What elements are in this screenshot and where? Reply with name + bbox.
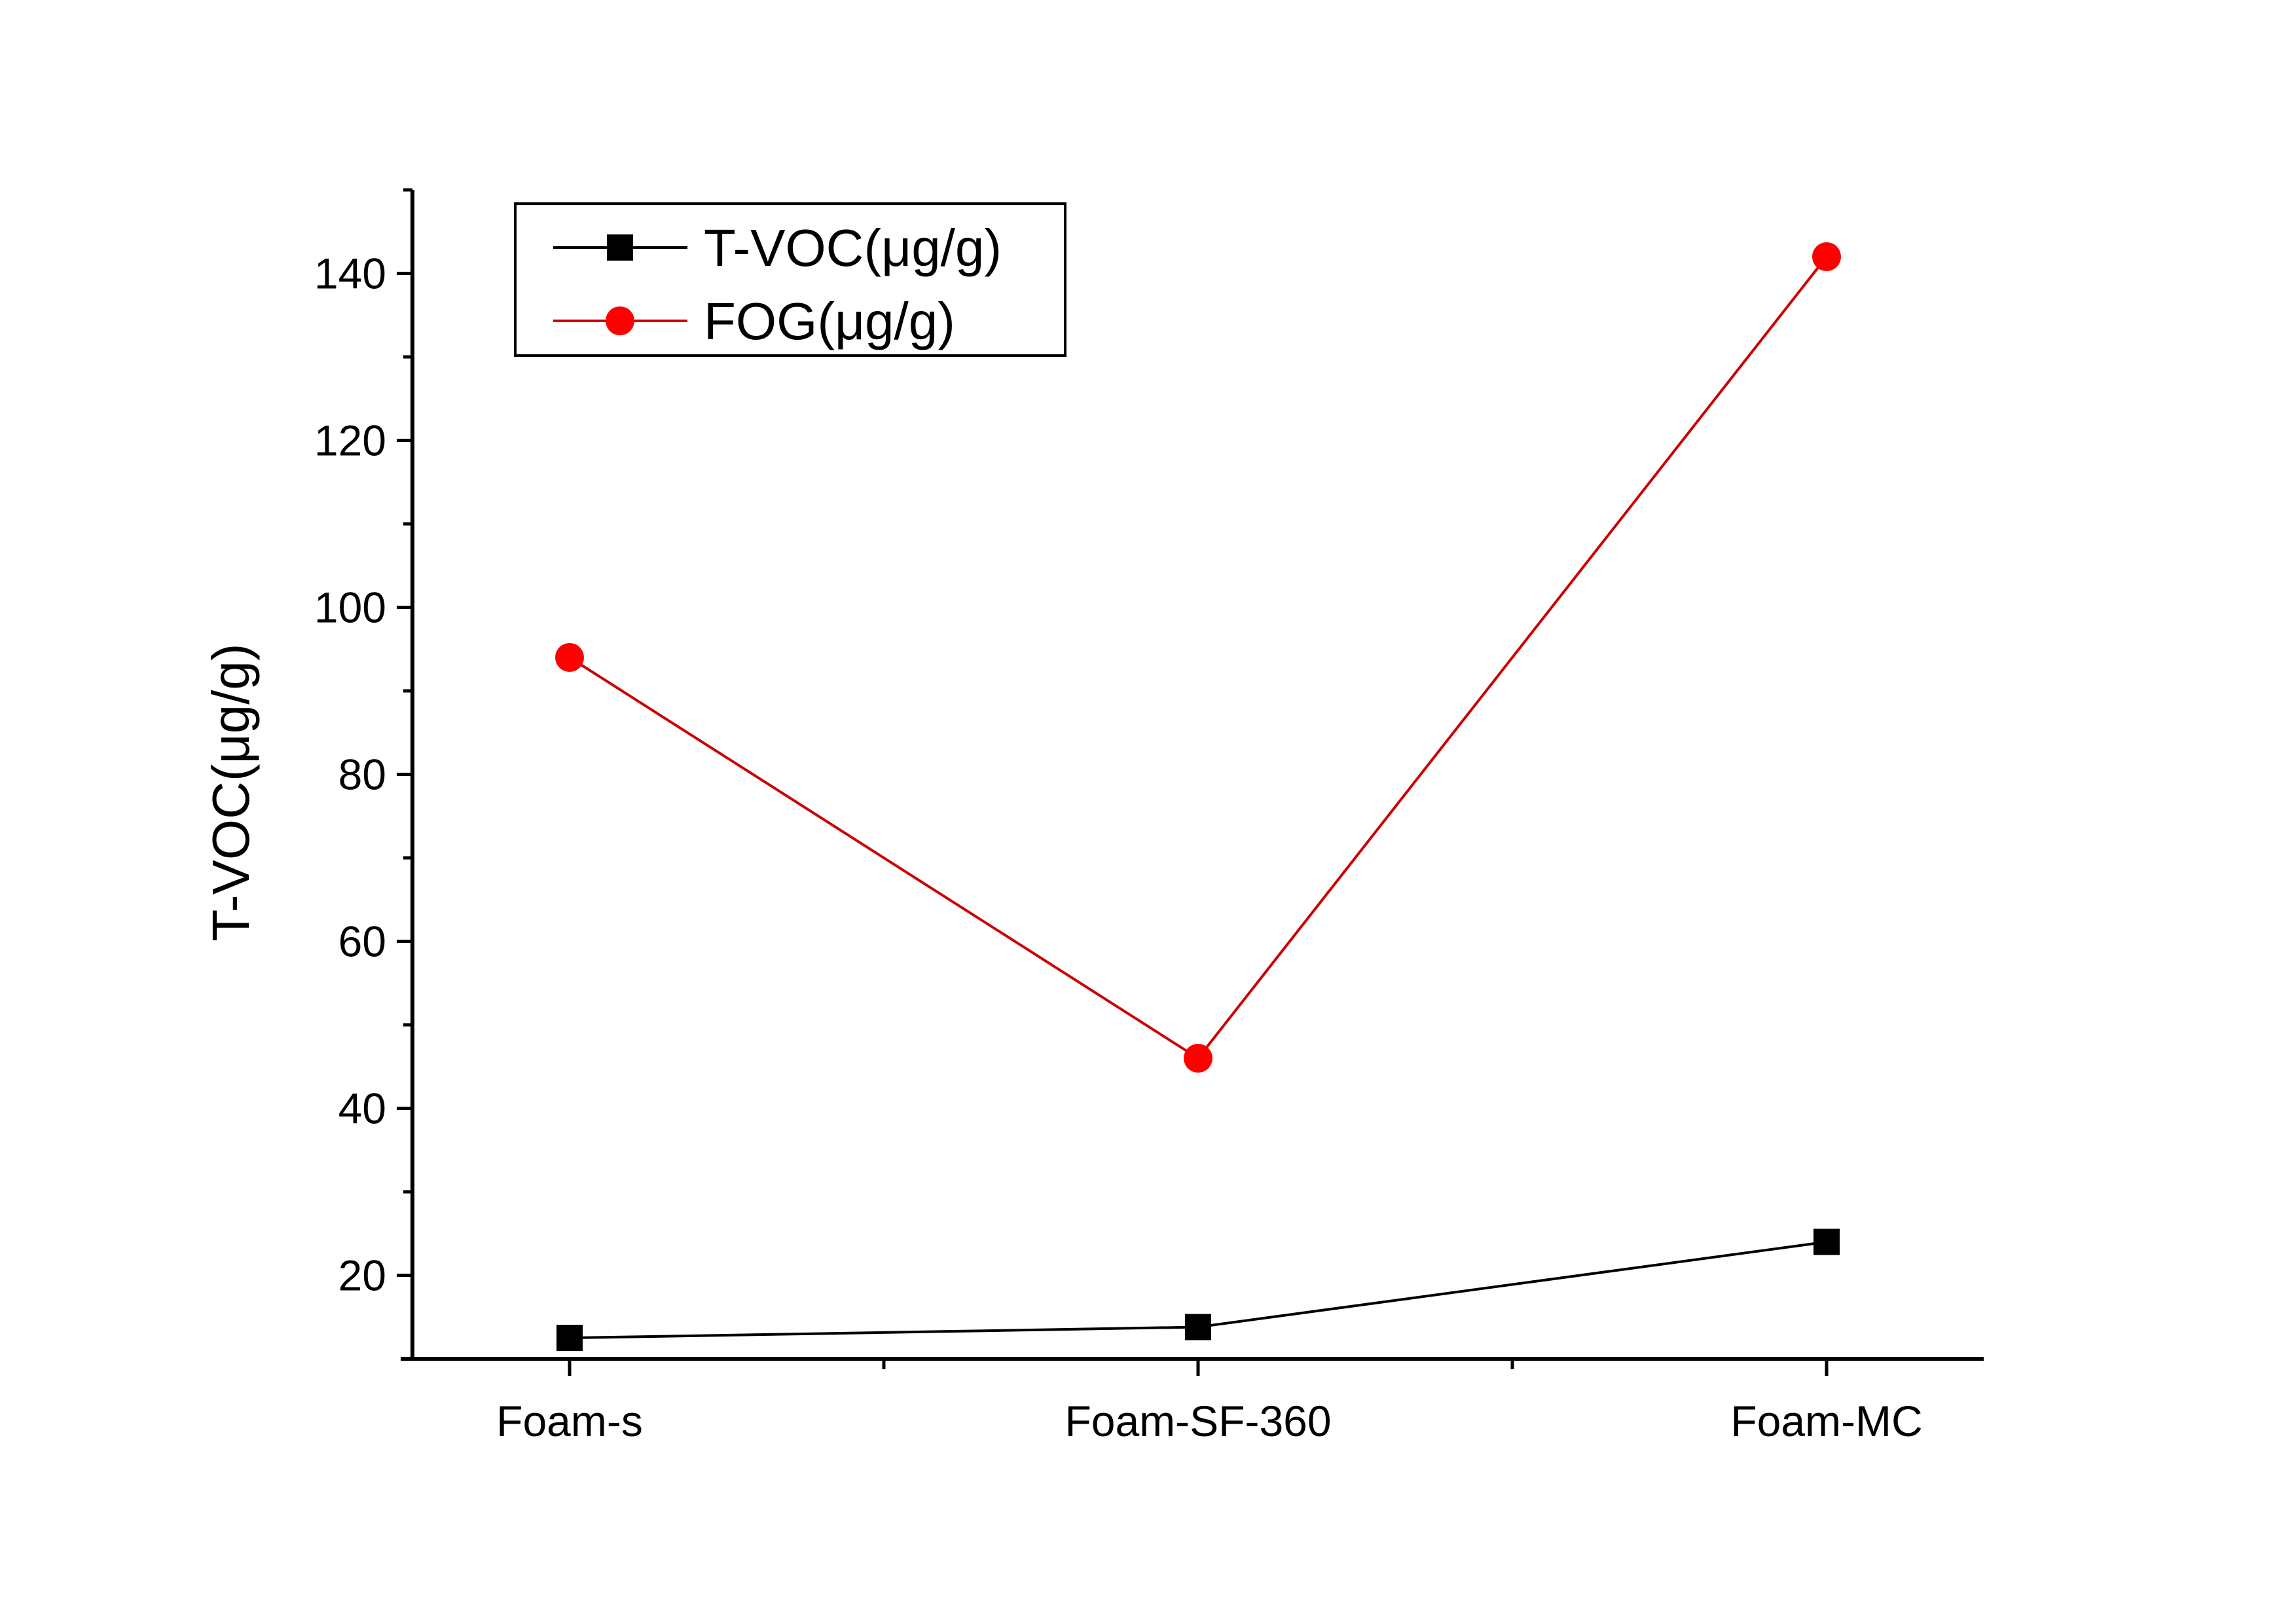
- data-point-circle: [1812, 242, 1841, 271]
- legend-label: FOG(μg/g): [704, 292, 955, 350]
- x-axis-ticks: Foam-s Foam-SF-360 Foam-MC: [496, 1359, 1923, 1445]
- y-axis-ticks: 20 40 60 80 100 120 140: [314, 188, 412, 1361]
- data-point-square: [556, 1325, 583, 1352]
- legend: T-VOC(μg/g) FOG(μg/g): [514, 202, 1066, 357]
- y-tick-label: 100: [314, 583, 386, 632]
- legend-box: [514, 202, 1066, 357]
- y-tick-label: 60: [338, 917, 386, 966]
- y-tick-label: 80: [338, 750, 386, 799]
- y-tick-label: 40: [338, 1084, 386, 1133]
- legend-item-0: T-VOC(μg/g): [553, 219, 1002, 277]
- x-tick-label: Foam-s: [496, 1397, 643, 1445]
- y-tick-label: 120: [314, 416, 386, 465]
- legend-item-1: FOG(μg/g): [553, 292, 955, 350]
- y-tick-label: 20: [338, 1251, 386, 1300]
- legend-marker-circle: [606, 306, 634, 335]
- series-group: [555, 242, 1841, 1352]
- axes: [401, 190, 1984, 1361]
- data-point-circle: [555, 643, 584, 672]
- series-1: [555, 242, 1841, 1073]
- x-tick-label: Foam-SF-360: [1065, 1397, 1331, 1445]
- series-line: [568, 255, 1828, 1060]
- y-tick-label: 140: [314, 249, 386, 298]
- data-point-square: [1813, 1228, 1840, 1255]
- legend-marker-square: [607, 234, 633, 261]
- y-axis-title: T-VOC(μg/g): [202, 643, 260, 941]
- x-tick-label: Foam-MC: [1730, 1397, 1922, 1445]
- legend-label: T-VOC(μg/g): [704, 219, 1002, 277]
- data-point-circle: [1184, 1044, 1212, 1073]
- data-point-square: [1185, 1314, 1211, 1340]
- series-0: [556, 1228, 1840, 1352]
